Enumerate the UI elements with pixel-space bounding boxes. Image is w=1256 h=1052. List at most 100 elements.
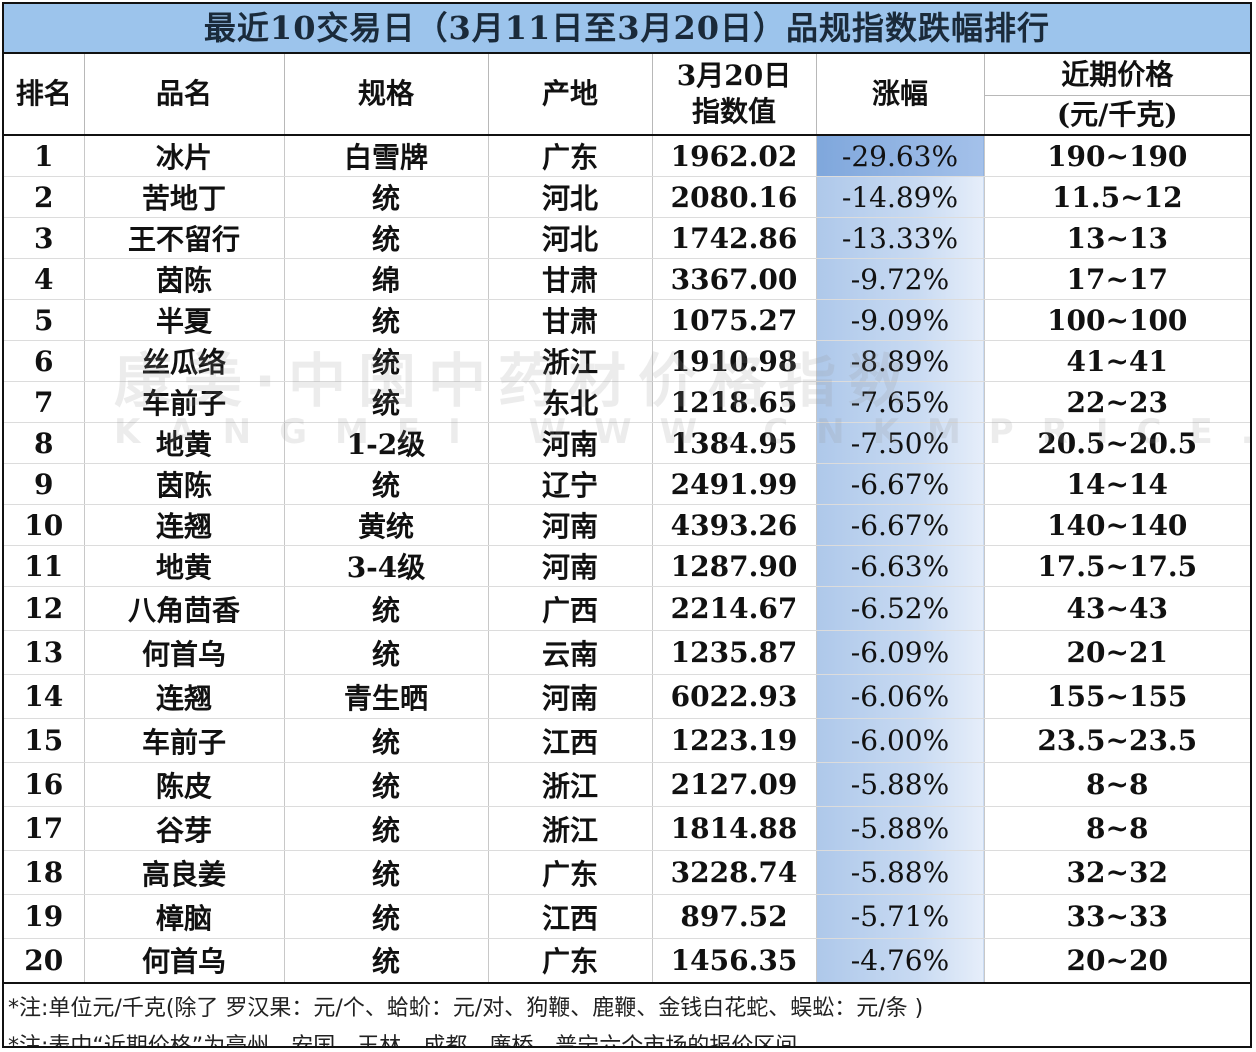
table-row: 14 连翘 青生晒 河南 6022.93 -6.06% 155~155 — [4, 674, 1250, 719]
cell-name: 茵陈 — [84, 258, 285, 300]
cell-spec: 统 — [284, 762, 489, 807]
cell-rank: 13 — [4, 630, 85, 675]
cell-name: 苦地丁 — [84, 176, 285, 218]
cell-index: 1235.87 — [652, 630, 817, 675]
cell-spec: 1-2级 — [284, 422, 489, 464]
cell-index: 1075.27 — [652, 299, 817, 341]
cell-index: 6022.93 — [652, 674, 817, 719]
cell-change: -6.63% — [816, 545, 985, 587]
header-name: 品名 — [84, 54, 285, 136]
cell-name: 地黄 — [84, 422, 285, 464]
page-title: 最近10交易日（3月11日至3月20日）品规指数跌幅排行 — [4, 4, 1250, 54]
cell-rank: 2 — [4, 176, 85, 218]
cell-price: 20.5~20.5 — [984, 422, 1250, 464]
cell-spec: 绵 — [284, 258, 489, 300]
cell-change: -13.33% — [816, 217, 985, 259]
cell-rank: 6 — [4, 340, 85, 382]
cell-index: 1287.90 — [652, 545, 817, 587]
cell-index: 2080.16 — [652, 176, 817, 218]
cell-spec: 青生晒 — [284, 674, 489, 719]
cell-price: 20~21 — [984, 630, 1250, 675]
cell-change: -8.89% — [816, 340, 985, 382]
cell-name: 高良姜 — [84, 850, 285, 895]
cell-rank: 17 — [4, 806, 85, 851]
header-origin: 产地 — [488, 54, 653, 136]
table-row: 2 苦地丁统河北 2080.16 -14.89% 11.5~12 — [4, 176, 1250, 218]
cell-rank: 10 — [4, 504, 85, 546]
table-row: 5 半夏统甘肃 1075.27 -9.09% 100~100 — [4, 299, 1250, 341]
header-price: 近期价格 (元/千克) — [984, 54, 1250, 136]
header-spec: 规格 — [284, 54, 489, 136]
table-header-row: 排名 品名 规格 产地 3月20日 指数值 涨幅 近期价格 (元/千克) — [4, 54, 1250, 136]
cell-spec: 统 — [284, 630, 489, 675]
cell-rank: 5 — [4, 299, 85, 341]
cell-index: 1218.65 — [652, 381, 817, 423]
cell-change: -9.09% — [816, 299, 985, 341]
cell-price: 140~140 — [984, 504, 1250, 546]
table-row: 11 地黄 3-4级 河南 1287.90 -6.63% 17.5~17.5 — [4, 545, 1250, 587]
note-unit: *注:单位元/千克(除了 罗汉果：元/个、蛤蚧：元/对、狗鞭、鹿鞭、金钱白花蛇、… — [8, 995, 924, 1021]
table-row: 15 车前子统江西 1223.19 -6.00% 23.5~23.5 — [4, 718, 1250, 763]
cell-origin: 浙江 — [488, 806, 653, 851]
cell-spec: 白雪牌 — [284, 135, 489, 177]
cell-index: 1223.19 — [652, 718, 817, 763]
cell-rank: 20 — [4, 938, 85, 984]
cell-rank: 3 — [4, 217, 85, 259]
cell-index: 3367.00 — [652, 258, 817, 300]
table-row: 10 连翘 黄统 河南 4393.26 -6.67% 140~140 — [4, 504, 1250, 546]
cell-change: -5.88% — [816, 762, 985, 807]
table-body: 1 冰片 白雪牌 广东 1962.02 -29.63% 190~190 2 苦地丁统河北 2080… — [4, 135, 1250, 984]
cell-name: 连翘 — [84, 504, 285, 546]
cell-origin: 甘肃 — [488, 299, 653, 341]
cell-change: -5.88% — [816, 806, 985, 851]
cell-name: 连翘 — [84, 674, 285, 719]
cell-origin: 东北 — [488, 381, 653, 423]
cell-spec: 统 — [284, 217, 489, 259]
cell-name: 冰片 — [84, 135, 285, 177]
table-row: 18 高良姜统广东 3228.74 -5.88% 32~32 — [4, 850, 1250, 895]
cell-origin: 云南 — [488, 630, 653, 675]
cell-origin: 江西 — [488, 894, 653, 939]
cell-price: 8~8 — [984, 806, 1250, 851]
cell-price: 43~43 — [984, 586, 1250, 631]
cell-index: 1814.88 — [652, 806, 817, 851]
cell-rank: 15 — [4, 718, 85, 763]
cell-rank: 8 — [4, 422, 85, 464]
cell-change: -4.76% — [816, 938, 985, 984]
cell-change: -29.63% — [816, 135, 985, 177]
cell-rank: 7 — [4, 381, 85, 423]
cell-change: -7.65% — [816, 381, 985, 423]
cell-price: 22~23 — [984, 381, 1250, 423]
cell-spec: 统 — [284, 938, 489, 984]
table-row: 9 茵陈统辽宁 2491.99 -6.67% 14~14 — [4, 463, 1250, 505]
table-row: 4 茵陈绵甘肃 3367.00 -9.72% 17~17 — [4, 258, 1250, 300]
cell-index: 2214.67 — [652, 586, 817, 631]
cell-change: -6.00% — [816, 718, 985, 763]
cell-rank: 1 — [4, 135, 85, 177]
cell-origin: 河南 — [488, 545, 653, 587]
cell-change: -7.50% — [816, 422, 985, 464]
cell-spec: 统 — [284, 299, 489, 341]
cell-spec: 统 — [284, 894, 489, 939]
cell-price: 11.5~12 — [984, 176, 1250, 218]
cell-index: 1384.95 — [652, 422, 817, 464]
cell-spec: 统 — [284, 586, 489, 631]
cell-index: 1910.98 — [652, 340, 817, 382]
cell-origin: 河北 — [488, 217, 653, 259]
table-row: 17 谷芽统浙江 1814.88 -5.88% 8~8 — [4, 806, 1250, 851]
cell-rank: 14 — [4, 674, 85, 719]
table-row: 12 八角茴香统广西 2214.67 -6.52% 43~43 — [4, 586, 1250, 631]
table-row: 1 冰片 白雪牌 广东 1962.02 -29.63% 190~190 — [4, 135, 1250, 177]
cell-change: -5.71% — [816, 894, 985, 939]
cell-name: 茵陈 — [84, 463, 285, 505]
cell-price: 17.5~17.5 — [984, 545, 1250, 587]
cell-rank: 12 — [4, 586, 85, 631]
cell-price: 32~32 — [984, 850, 1250, 895]
cell-name: 樟脑 — [84, 894, 285, 939]
cell-rank: 16 — [4, 762, 85, 807]
cell-origin: 甘肃 — [488, 258, 653, 300]
cell-name: 车前子 — [84, 718, 285, 763]
cell-change: -6.52% — [816, 586, 985, 631]
cell-origin: 河北 — [488, 176, 653, 218]
